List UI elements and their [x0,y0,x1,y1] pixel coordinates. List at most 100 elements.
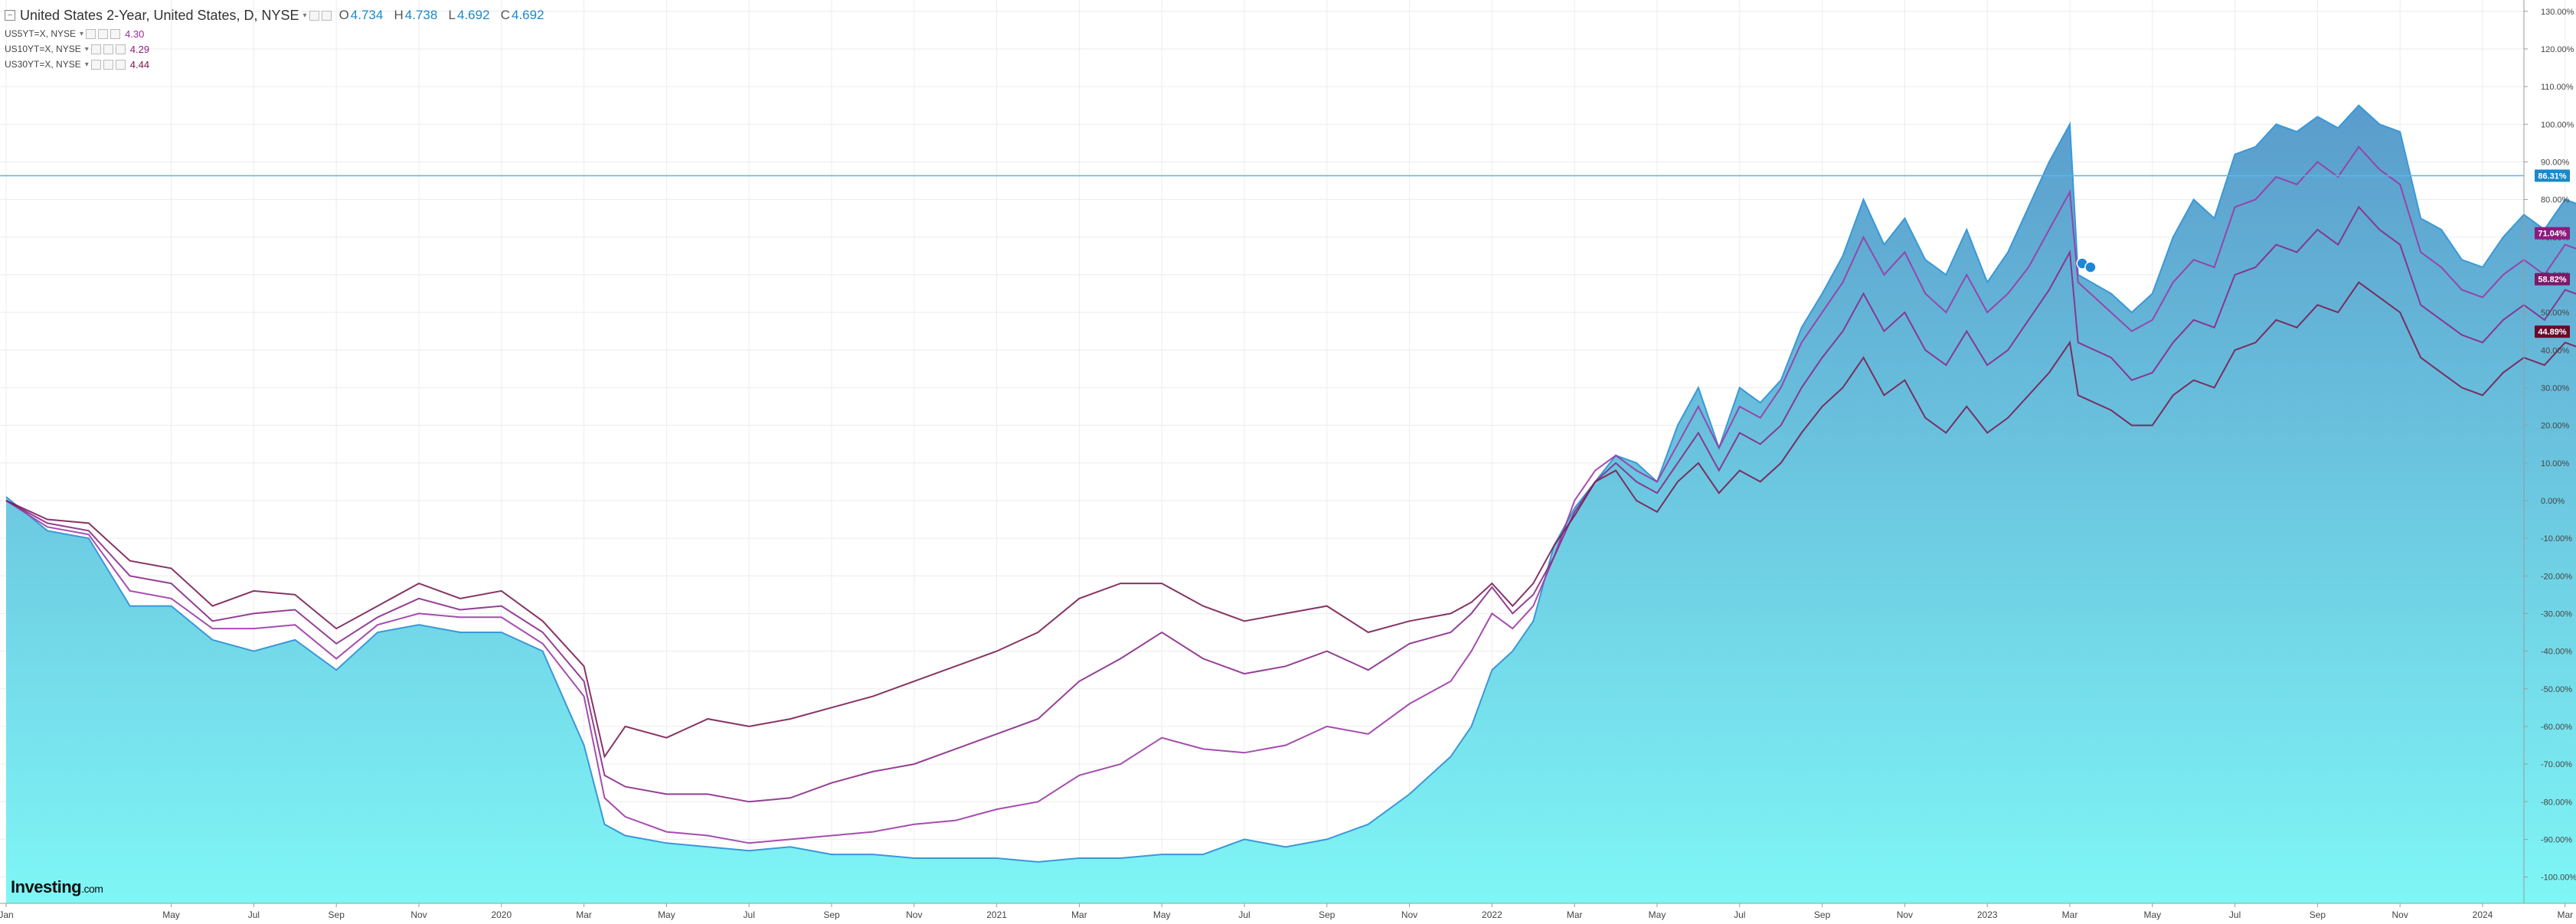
x-tick-label: Jul [1238,909,1250,920]
legend-series-row[interactable]: US5YT=X, NYSE ▾ 4.30 [5,26,544,41]
line-series [5,104,2576,863]
legend-series-row[interactable]: US10YT=X, NYSE ▾ 4.29 [5,41,544,57]
x-tick-label: Nov [2392,909,2408,920]
visibility-icon[interactable] [90,44,101,54]
time-axis[interactable]: Jan May Jul Sep Nov 2020 Mar May Jul Sep Nov 2021 Ma… [0,903,2573,920]
current-value-badge [2535,169,2570,182]
y-tick-label: 50.00% [2541,309,2570,318]
area-series [6,105,2576,903]
area-fill-2y [6,105,2576,903]
x-tick-label: Jul [248,909,260,920]
x-tick-label: Mar [1071,909,1087,920]
y-tick-label: 10.00% [2541,459,2570,469]
settings-icon[interactable] [309,10,319,21]
current-value-badge [2535,227,2570,240]
high-value: 4.738 [404,8,438,22]
current-value-labels: 86.31% 71.04% 58.82% 44.89% [2535,169,2570,338]
current-value-badge [2535,325,2570,338]
series-value: 4.44 [129,58,150,70]
series-symbol[interactable]: US10YT=X, NYSE [5,44,81,54]
x-tick-label: Mar [1567,909,1583,920]
open-value: 4.734 [350,8,384,22]
x-tick-label: Jul [744,909,755,920]
x-tick-label: Sep [2310,909,2326,920]
main-symbol[interactable]: United States 2-Year, United States, D, … [20,7,299,23]
ohlc-values: O 4.734 H 4.738 L 4.692 C 4.692 [338,8,544,22]
settings-icon[interactable] [103,59,113,70]
x-tick-label: Sep [823,909,840,920]
y-tick-label: -50.00% [2541,685,2572,694]
settings-icon[interactable] [103,44,113,54]
series-line-us10yt-x [5,205,2576,803]
series-line-us30yt-x [5,281,2576,759]
y-tick-label: 40.00% [2541,346,2570,355]
y-tick-label: 110.00% [2541,83,2574,92]
chevron-down-icon[interactable]: ▾ [84,60,89,69]
chevron-down-icon[interactable]: ▾ [80,29,84,38]
y-tick-label: -60.00% [2541,723,2572,732]
x-tick-label: Sep [1814,909,1831,920]
y-tick-label: -90.00% [2541,835,2572,844]
y-tick-label: -100.00% [2541,873,2576,883]
y-tick-label: 130.00% [2541,8,2574,17]
x-tick-label: May [658,909,675,920]
legend-main-row[interactable]: – United States 2-Year, United States, D… [5,5,544,26]
series-symbol[interactable]: US5YT=X, NYSE [5,28,77,39]
x-tick-label: Jul [1734,909,1745,920]
series-value: 4.30 [125,28,145,40]
settings-icon[interactable] [98,28,109,39]
y-tick-label: 0.00% [2541,497,2565,506]
x-tick-label: Nov [1401,909,1417,920]
collapse-toggle-icon[interactable]: – [5,10,15,21]
y-tick-label: 80.00% [2541,196,2570,205]
current-value-badge-text: 71.04% [2538,230,2567,239]
x-tick-label: May [162,909,180,920]
close-value: 4.692 [511,8,544,22]
visibility-icon[interactable] [86,28,96,39]
close-icon[interactable] [110,28,121,39]
chevron-down-icon[interactable]: ▾ [84,44,89,54]
close-icon[interactable] [321,10,332,21]
y-tick-label: -80.00% [2541,798,2572,807]
x-tick-label: 2022 [1482,909,1502,920]
x-tick-label: 2021 [986,909,1007,920]
y-tick-label: -10.00% [2541,534,2572,544]
y-tick-label: -20.00% [2541,572,2572,581]
x-tick-label: 2023 [1977,909,1998,920]
price-axis[interactable]: 130.00% 120.00% 110.00% 100.00% 90.00% 80.00%… [2524,8,2576,883]
x-tick-label: Sep [1319,909,1335,920]
x-tick-label: May [2143,909,2161,920]
x-tick-label: Nov [906,909,922,920]
x-tick-label: Mar [2062,909,2078,920]
y-tick-label: 120.00% [2541,45,2574,54]
low-value: 4.692 [456,8,490,22]
series-value: 4.29 [129,43,150,55]
current-value-badge-text: 44.89% [2538,328,2567,337]
investing-logo: Investing.com [11,877,103,896]
current-value-badge-text: 86.31% [2538,172,2567,181]
series-line-us5yt-x [5,145,2576,844]
legend-series-row[interactable]: US30YT=X, NYSE ▾ 4.44 [5,57,544,72]
current-value-badge-text: 58.82% [2538,276,2567,285]
series-symbol[interactable]: US30YT=X, NYSE [5,59,81,70]
close-icon[interactable] [115,59,126,70]
x-tick-label: Mar [576,909,592,920]
x-tick-label: Sep [329,909,345,920]
y-tick-label: -70.00% [2541,760,2572,769]
y-tick-label: 90.00% [2541,158,2570,167]
y-tick-label: -40.00% [2541,648,2572,657]
x-tick-label: 2020 [491,909,512,920]
close-icon[interactable] [115,44,126,54]
chart-legend: – United States 2-Year, United States, D… [5,5,544,72]
y-tick-label: 100.00% [2541,120,2574,129]
event-markers[interactable] [2076,149,2576,273]
y-tick-label: 30.00% [2541,384,2570,393]
event-marker-icon [2084,261,2097,273]
x-tick-label: May [1649,909,1666,920]
chevron-down-icon[interactable]: ▾ [302,11,307,20]
visibility-icon[interactable] [90,59,101,70]
x-tick-label: Mar [2557,909,2573,920]
x-tick-label: May [1153,909,1171,920]
x-tick-label: 2024 [2473,909,2493,920]
